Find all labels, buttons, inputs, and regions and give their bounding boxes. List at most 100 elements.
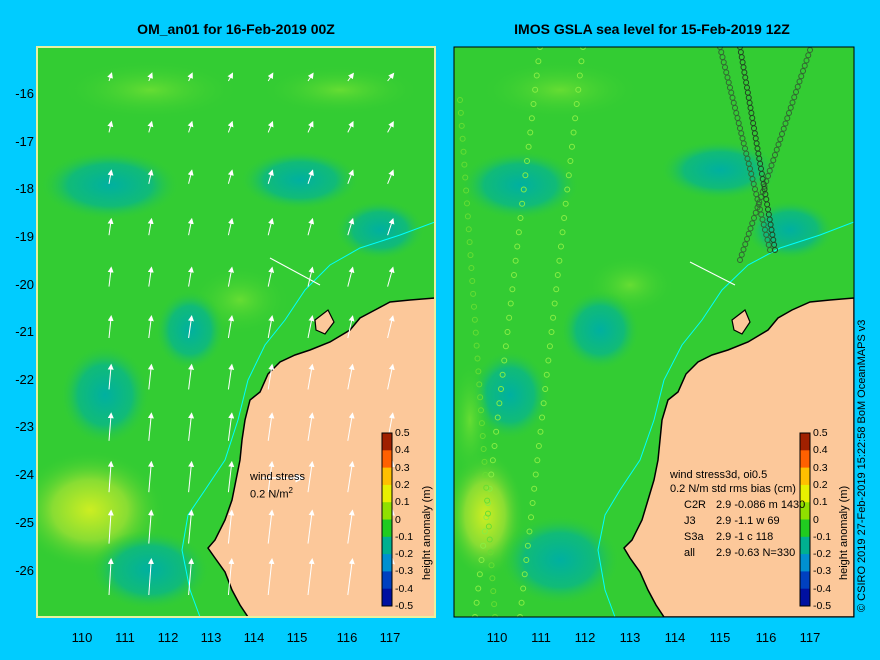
track-marker <box>805 52 812 59</box>
wind-vector-arrow <box>147 120 154 133</box>
wind-vector-arrow <box>267 169 274 184</box>
track-marker <box>464 200 470 207</box>
colorbar-segment <box>800 536 810 555</box>
track-marker <box>745 230 752 237</box>
colorbar-tick-label: -0.2 <box>813 548 832 561</box>
wind-vector-arrow <box>187 169 194 184</box>
track-marker <box>473 599 480 606</box>
x-tick: 114 <box>243 630 265 645</box>
altimeter-stats-table: C2R 2.9 -0.086 m 1430 J3 2.9 -1.1 w 69 S3a… <box>684 497 805 561</box>
x-tick: 114 <box>664 630 686 645</box>
wind-vector-arrow <box>188 558 195 596</box>
track-marker <box>464 213 471 220</box>
wind-vector-arrow <box>227 169 234 184</box>
wind-vector-arrow <box>347 217 355 236</box>
wind-vector-arrow <box>227 363 235 390</box>
colorbar-tick-label: 0.5 <box>395 427 410 439</box>
wind-vector-arrow <box>107 558 114 596</box>
track-marker <box>485 523 492 530</box>
track-marker <box>543 371 550 378</box>
wind-vector-arrow <box>307 266 315 287</box>
wind-vector-arrow <box>107 120 114 133</box>
track-marker <box>465 226 472 233</box>
track-marker <box>779 131 785 137</box>
wind-vector-arrow <box>267 120 274 133</box>
y-tick: -17 <box>15 134 34 149</box>
wind-vector-arrow <box>347 363 355 390</box>
track-marker <box>528 115 535 122</box>
wind-vector-arrow <box>347 120 354 133</box>
y-tick: -26 <box>15 563 34 578</box>
wind-vector-arrow <box>267 363 275 390</box>
colorbar-segment <box>800 554 810 572</box>
track-marker <box>517 614 523 617</box>
track-marker <box>485 510 491 517</box>
track-marker <box>557 243 564 250</box>
track-marker <box>512 257 519 264</box>
track-marker <box>534 457 541 464</box>
colorbar-tick-label: 0.2 <box>395 478 410 491</box>
track-marker <box>572 115 579 122</box>
track-marker <box>460 148 467 155</box>
track-marker <box>531 485 538 492</box>
x-tick: 115 <box>286 630 308 645</box>
track-marker <box>550 314 557 321</box>
bias-scale-text: 0.2 N/m <box>670 483 709 495</box>
wind-vector-arrow <box>387 315 395 339</box>
track-marker <box>752 209 759 216</box>
x-tick: 113 <box>619 630 641 645</box>
colorbar-segment <box>382 571 392 590</box>
x-tick: 112 <box>574 630 596 645</box>
left-transect-line <box>269 257 321 286</box>
track-marker <box>537 47 543 50</box>
wind-vector-arrow <box>267 72 274 82</box>
track-marker <box>526 528 533 535</box>
wind-vector-arrow <box>387 266 395 287</box>
right-panel-title: IMOS GSLA sea level for 15-Feb-2019 12Z <box>514 21 790 37</box>
stats-row: all 2.9 -0.63 N=330 <box>684 547 796 559</box>
x-tick: 110 <box>486 630 508 645</box>
wind-vector-arrow <box>307 558 315 596</box>
track-marker <box>480 445 487 452</box>
wind-vector-arrow <box>267 558 275 596</box>
track-marker <box>486 485 493 492</box>
colorbar-tick-label: 0.5 <box>813 427 828 439</box>
track-marker <box>478 557 485 563</box>
track-marker <box>562 200 569 207</box>
wind-vector-arrow <box>307 72 314 82</box>
wind-vector-arrow <box>347 266 355 287</box>
track-marker <box>488 471 495 478</box>
wind-vector-arrow <box>307 412 315 441</box>
wind-vector-arrow <box>347 72 354 82</box>
x-tick: 111 <box>115 630 135 645</box>
colorbar-segment <box>800 467 810 486</box>
track-marker <box>480 542 487 549</box>
track-marker <box>529 500 536 506</box>
track-marker <box>548 329 555 335</box>
track-marker <box>573 101 580 107</box>
track-marker <box>476 571 483 578</box>
wind-vector-arrow <box>307 169 314 184</box>
left-shelf-contour <box>181 221 435 617</box>
wind-vector-arrow <box>387 120 394 133</box>
wind-vector-arrow <box>227 315 235 339</box>
track-marker <box>467 252 474 259</box>
track-marker <box>469 277 476 284</box>
y-tick: -24 <box>15 467 34 482</box>
x-tick: 116 <box>336 630 358 645</box>
y-tick: -22 <box>15 372 34 387</box>
left-colorbar-title: height anomaly (m) <box>421 485 433 580</box>
wind-vector-arrow <box>227 558 235 596</box>
colorbar-tick-label: 0.1 <box>395 496 410 509</box>
track-marker <box>537 428 544 435</box>
wind-vector-arrow <box>227 120 234 133</box>
wind-vector-arrow <box>188 460 195 493</box>
right-colorbar <box>799 432 811 607</box>
track-marker <box>463 187 470 194</box>
colorbar-segment <box>382 554 392 572</box>
track-marker <box>462 174 469 181</box>
x-tick: 113 <box>200 630 222 645</box>
track-marker <box>575 86 582 93</box>
track-marker <box>756 199 763 206</box>
track-marker <box>535 443 542 449</box>
